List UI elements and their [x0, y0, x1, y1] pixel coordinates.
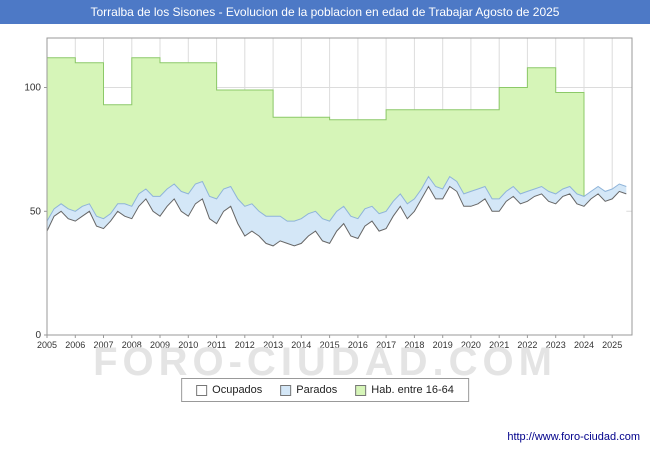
- svg-text:2010: 2010: [178, 340, 198, 350]
- svg-text:2018: 2018: [404, 340, 424, 350]
- svg-text:2017: 2017: [376, 340, 396, 350]
- chart-area: 2005 2006 2007 2008 2009 2010 2011 2012 2013 2014…: [0, 26, 650, 356]
- svg-text:2021: 2021: [489, 340, 509, 350]
- svg-text:2023: 2023: [546, 340, 566, 350]
- svg-text:0: 0: [35, 330, 41, 341]
- svg-text:2019: 2019: [433, 340, 453, 350]
- svg-text:2012: 2012: [235, 340, 255, 350]
- svg-text:2006: 2006: [65, 340, 85, 350]
- svg-text:100: 100: [24, 83, 41, 94]
- svg-text:2014: 2014: [291, 340, 311, 350]
- svg-text:2013: 2013: [263, 340, 283, 350]
- title-bar: Torralba de los Sisones - Evolucion de l…: [0, 0, 650, 24]
- svg-text:2007: 2007: [93, 340, 113, 350]
- svg-text:2016: 2016: [348, 340, 368, 350]
- svg-text:2009: 2009: [150, 340, 170, 350]
- legend-item-hab: Hab. entre 16-64: [355, 384, 454, 396]
- svg-text:2015: 2015: [320, 340, 340, 350]
- svg-text:2025: 2025: [602, 340, 622, 350]
- legend-item-parados: Parados: [280, 384, 337, 396]
- svg-text:2011: 2011: [207, 340, 226, 350]
- legend-item-ocupados: Ocupados: [196, 384, 262, 396]
- population-chart: 2005 2006 2007 2008 2009 2010 2011 2012 2013 2014…: [24, 37, 633, 350]
- foro-ciudad-link[interactable]: http://www.foro-ciudad.com: [507, 431, 640, 443]
- legend-label-parados: Parados: [296, 384, 338, 396]
- legend-swatch-hab: [355, 384, 367, 396]
- legend-swatch-parados: [280, 384, 292, 396]
- chart-legend: Ocupados Parados Hab. entre 16-64: [181, 378, 469, 402]
- legend-swatch-ocupados: [196, 384, 208, 396]
- svg-text:50: 50: [30, 206, 42, 217]
- svg-text:2008: 2008: [122, 340, 142, 350]
- page-title: Torralba de los Sisones - Evolucion de l…: [90, 5, 560, 19]
- legend-label-hab: Hab. entre 16-64: [371, 384, 454, 396]
- svg-text:2005: 2005: [37, 340, 57, 350]
- svg-text:2020: 2020: [461, 340, 481, 350]
- legend-label-ocupados: Ocupados: [212, 384, 263, 396]
- svg-text:2022: 2022: [517, 340, 537, 350]
- svg-text:2024: 2024: [574, 340, 594, 350]
